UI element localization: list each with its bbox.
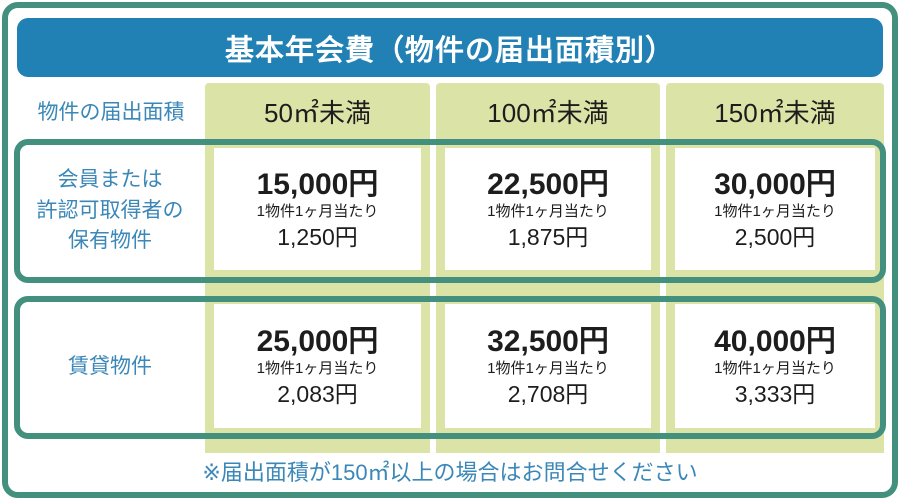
monthly-fee: 2,500円 <box>734 223 816 250</box>
fee-cell-member-100sqm: 22,500円 1物件1ヶ月当たり 1,875円 <box>445 148 651 270</box>
corner-header-text: 物件の届出面積 <box>37 101 185 124</box>
row-label-line: 許認可取得者の <box>36 198 184 222</box>
fee-cell-rental-100sqm: 32,500円 1物件1ヶ月当たり 2,708円 <box>445 304 651 428</box>
footnote-text: ※届出面積が150㎡以上の場合はお問合せください <box>202 460 698 485</box>
fee-cell-rental-150sqm: 40,000円 1物件1ヶ月当たり 3,333円 <box>675 304 875 428</box>
fee-cell-member-150sqm: 30,000円 1物件1ヶ月当たり 2,500円 <box>675 148 875 270</box>
column-header-text: 50㎡未満 <box>264 97 371 128</box>
annual-fee: 32,500円 <box>487 324 609 358</box>
column-header-under-50sqm: 50㎡未満 <box>205 83 430 139</box>
page-title: 基本年会費（物件の届出面積別） <box>224 34 675 67</box>
monthly-fee: 2,708円 <box>507 380 589 407</box>
monthly-fee: 1,250円 <box>277 223 358 250</box>
column-header-under-150sqm: 150㎡未満 <box>666 83 884 139</box>
fee-cell-rental-50sqm: 25,000円 1物件1ヶ月当たり 2,083円 <box>214 304 421 428</box>
row-label-line: 賃貸物件 <box>68 355 152 379</box>
per-unit-label: 1物件1ヶ月当たり <box>714 202 836 220</box>
fee-cell-member-50sqm: 15,000円 1物件1ヶ月当たり 1,250円 <box>214 148 421 270</box>
row-label-line: 保有物件 <box>68 229 152 253</box>
monthly-fee: 2,083円 <box>277 380 358 407</box>
row-label-rental: 賃貸物件 <box>20 303 200 432</box>
footnote: ※届出面積が150㎡以上の場合はお問合せください <box>17 454 883 488</box>
annual-fee: 22,500円 <box>487 167 609 201</box>
corner-header-label: 物件の届出面積 <box>17 83 205 139</box>
monthly-fee: 1,875円 <box>507 223 589 250</box>
column-header-under-100sqm: 100㎡未満 <box>436 83 660 139</box>
annual-fee: 30,000円 <box>714 167 836 201</box>
monthly-fee: 3,333円 <box>734 380 816 407</box>
annual-fee: 15,000円 <box>256 167 379 201</box>
per-unit-label: 1物件1ヶ月当たり <box>714 359 836 377</box>
per-unit-label: 1物件1ヶ月当たり <box>256 359 379 377</box>
row-frame-rental <box>14 296 886 439</box>
row-label-member-owned: 会員または 許認可取得者の 保有物件 <box>20 146 200 276</box>
column-header-text: 150㎡未満 <box>714 97 836 128</box>
per-unit-label: 1物件1ヶ月当たり <box>487 359 609 377</box>
per-unit-label: 1物件1ヶ月当たり <box>256 202 379 220</box>
title-bar: 基本年会費（物件の届出面積別） <box>17 18 883 77</box>
annual-fee: 25,000円 <box>256 324 379 358</box>
row-frame-member-owned <box>14 139 886 283</box>
annual-fee: 40,000円 <box>714 324 836 358</box>
per-unit-label: 1物件1ヶ月当たり <box>487 202 609 220</box>
row-label-line: 会員または <box>57 168 163 192</box>
column-header-text: 100㎡未満 <box>487 97 609 128</box>
